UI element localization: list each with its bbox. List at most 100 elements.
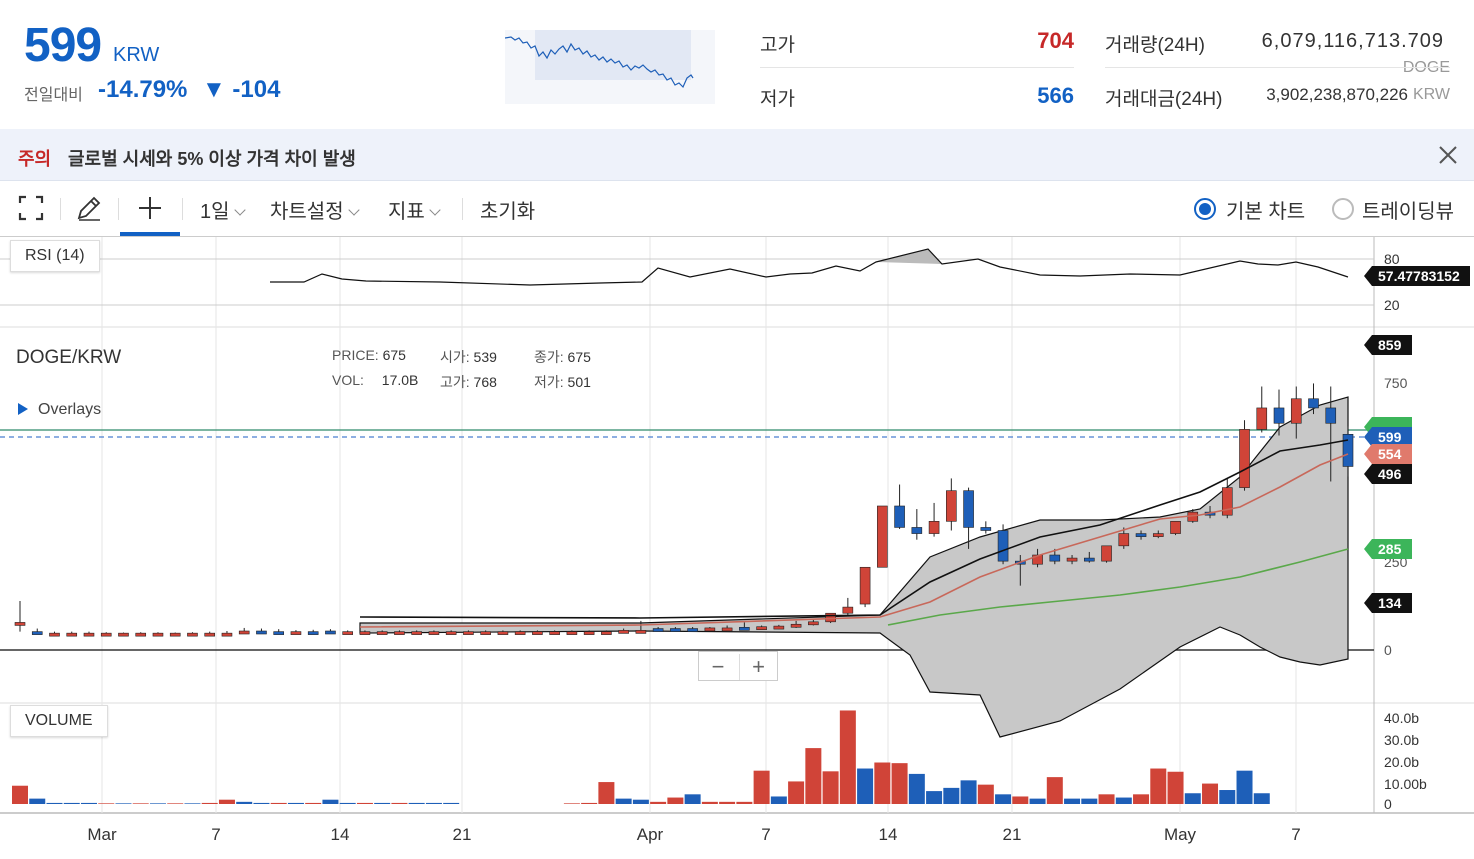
- play-icon: [18, 403, 28, 415]
- volume-bar: [770, 796, 787, 804]
- rsi-tick-label: 20: [1384, 297, 1400, 313]
- volume-bar: [1133, 794, 1150, 804]
- candle-body: [1308, 398, 1319, 409]
- rsi-overbought-fill: [876, 249, 942, 264]
- zoom-in-button[interactable]: +: [739, 654, 777, 680]
- candle: [1083, 551, 1095, 563]
- candlestick-chart[interactable]: Mar 7 14 21 Apr 7 14 21 May 78020750250040.0b30.0…: [0, 237, 1474, 859]
- amount-label: 거래대금(24H): [1105, 89, 1223, 110]
- candle: [376, 630, 388, 635]
- divider: [118, 198, 119, 220]
- last-price-badge: 599: [1364, 427, 1412, 447]
- volume-bar: [29, 798, 46, 804]
- volume-bar: [891, 763, 908, 804]
- candle: [273, 629, 285, 635]
- candle: [721, 625, 733, 632]
- candle: [256, 628, 267, 635]
- candle-body: [670, 628, 681, 632]
- candle-body: [1256, 407, 1268, 430]
- volume-bar: [443, 802, 460, 804]
- volume-bar: [943, 787, 960, 804]
- volume-indicator-label[interactable]: VOLUME: [10, 705, 108, 737]
- info-high: 고가: 768: [440, 374, 497, 390]
- candle-body: [997, 530, 1009, 562]
- candle-body: [135, 632, 147, 637]
- trading-view-label[interactable]: 트레이딩뷰: [1362, 201, 1454, 223]
- candle-body: [825, 612, 836, 623]
- volume-bar: [701, 801, 718, 804]
- candle: [290, 630, 302, 635]
- fullscreen-icon[interactable]: [16, 193, 46, 223]
- divider: [462, 198, 463, 220]
- candle-body: [1118, 533, 1130, 547]
- change-amount: ▼ -104: [202, 76, 281, 103]
- candle-body: [980, 527, 992, 531]
- overlays-toggle[interactable]: Overlays: [18, 401, 101, 419]
- low-label: 저가: [760, 89, 795, 110]
- reset-button[interactable]: 초기화: [480, 201, 536, 223]
- overlays-label: Overlays: [38, 401, 102, 418]
- divider: [60, 198, 61, 220]
- lower-band-badge: 134: [1364, 593, 1412, 613]
- volume-bar: [253, 802, 270, 804]
- pencil-icon[interactable]: [74, 193, 104, 223]
- volume-bar: [270, 802, 287, 804]
- info-volume: VOL: 17.0B: [332, 372, 419, 388]
- candle: [566, 630, 578, 635]
- divider: [1105, 67, 1450, 68]
- ma-red-line: [359, 453, 1349, 628]
- notice-text: 글로벌 시세와 5% 이상 가격 차이 발생: [68, 149, 356, 169]
- candle-body: [808, 621, 819, 626]
- volume-bar: [1184, 793, 1201, 804]
- info-low: 저가: 501: [534, 374, 591, 390]
- candle-body: [687, 628, 698, 632]
- candle: [549, 630, 560, 635]
- candle: [1221, 478, 1233, 519]
- volume-bar: [719, 801, 736, 804]
- candle-body: [721, 627, 733, 632]
- low-value: 566: [1037, 83, 1074, 108]
- indicators-dropdown[interactable]: 지표: [388, 195, 441, 224]
- candle-body: [514, 631, 526, 635]
- price-header: 599 KRW 전일대비 -14.79% ▼ -104 고가 704 저가 56…: [0, 0, 1474, 128]
- x-axis-label: 14: [879, 825, 898, 844]
- candle-body: [152, 632, 164, 637]
- candle-body: [307, 631, 319, 635]
- candle: [204, 631, 216, 637]
- upper-band-badge: 859: [1364, 335, 1412, 355]
- interval-dropdown[interactable]: 1일: [200, 195, 246, 224]
- candle: [1101, 545, 1112, 563]
- volume-bar: [650, 801, 667, 804]
- rsi-value-badge: 57.47783152: [1364, 266, 1470, 286]
- chart-settings-dropdown[interactable]: 차트설정: [270, 195, 360, 224]
- rsi-indicator-label[interactable]: RSI (14): [10, 240, 100, 272]
- candle-body: [566, 631, 578, 635]
- basic-chart-label[interactable]: 기본 차트: [1226, 201, 1306, 223]
- volume-bar: [408, 802, 425, 804]
- indicators-label: 지표: [388, 201, 425, 223]
- candle: [66, 631, 78, 637]
- volume-tick-label: 0: [1384, 796, 1392, 812]
- volume-bar: [425, 802, 442, 804]
- candle: [601, 630, 612, 635]
- lower-band-badge-bg: [1364, 593, 1412, 613]
- trading-view-radio[interactable]: [1332, 198, 1354, 220]
- volume-bar: [46, 802, 63, 804]
- candle-body: [394, 631, 405, 635]
- candle-body: [204, 632, 216, 637]
- x-axis-label: 14: [331, 825, 350, 844]
- zoom-out-button[interactable]: −: [711, 654, 725, 679]
- candle: [445, 630, 457, 635]
- basic-chart-radio[interactable]: [1194, 198, 1216, 220]
- amount-value: 3,902,238,870,226: [1266, 85, 1408, 104]
- candle-body: [169, 632, 181, 637]
- volume-bar: [839, 710, 856, 804]
- volume-bar: [908, 773, 925, 804]
- candle-body: [221, 632, 233, 637]
- candle-body: [1170, 521, 1181, 534]
- chart-area[interactable]: Mar 7 14 21 Apr 7 14 21 May 7 80 20 750 250 0 40.0b 30.0…: [0, 237, 1474, 859]
- volume-bar: [805, 748, 822, 804]
- close-icon[interactable]: [1432, 139, 1464, 171]
- interval-label: 1일: [200, 201, 230, 223]
- crosshair-icon[interactable]: [135, 193, 165, 223]
